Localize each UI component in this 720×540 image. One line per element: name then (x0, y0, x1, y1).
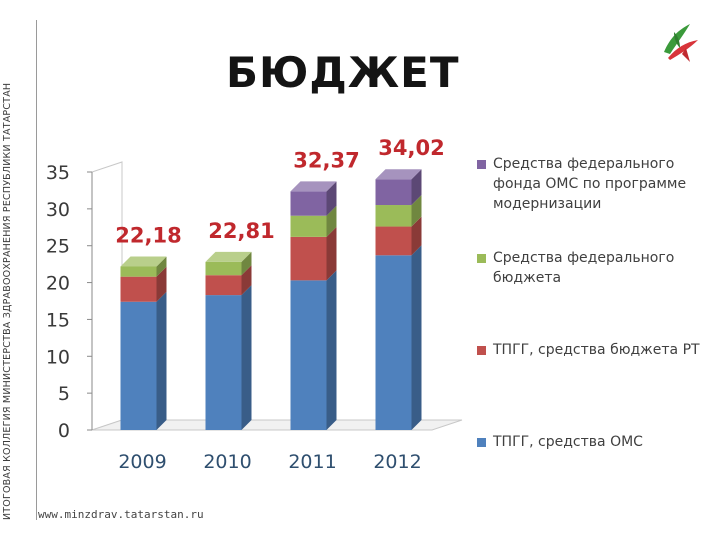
y-tick-label: 15 (46, 309, 70, 331)
bar-segment (205, 261, 242, 276)
bar-segment (375, 205, 412, 227)
bar-segment-side (326, 226, 337, 281)
bar-segment-side (241, 285, 252, 430)
legend-swatch (477, 438, 486, 447)
y-tick-label: 30 (46, 199, 70, 221)
legend-swatch (477, 346, 486, 355)
bar-segment (290, 191, 327, 216)
bar-segment-side (156, 266, 167, 302)
legend-label: Средства федерального бюджета (493, 250, 675, 286)
bar-segment (205, 275, 242, 296)
legend-label: Средства федерального фонда ОМС по прогр… (493, 156, 687, 212)
legend-swatch (477, 160, 486, 169)
bar-top (120, 256, 167, 267)
x-category-label: 2009 (118, 451, 166, 473)
y-tick-label: 0 (58, 420, 70, 442)
bar-top (205, 251, 252, 262)
legend-label: ТПГГ, средства ОМС (493, 434, 643, 450)
bar-segment (375, 179, 412, 206)
bar-segment-side (241, 251, 252, 276)
bar-top (375, 169, 422, 180)
x-category-label: 2011 (288, 451, 336, 473)
page-title: БЮДЖЕТ (226, 48, 460, 97)
chart-side-wall (91, 161, 123, 431)
legend-label: ТПГГ, средства бюджета РТ (493, 342, 700, 358)
bar-segment-side (326, 181, 337, 216)
bar-segment-side (241, 265, 252, 296)
x-category-label: 2012 (373, 451, 421, 473)
bar-segment (290, 236, 327, 281)
legend-swatch (477, 254, 486, 263)
bar-total-label: 34,02 (378, 136, 444, 160)
bar-segment-side (411, 169, 422, 206)
bar-segment (375, 226, 412, 256)
bar-segment (120, 301, 157, 430)
side-divider-line (36, 20, 37, 520)
footer-url: www.minzdrav.tatarstan.ru (38, 508, 204, 521)
y-tick-label: 25 (46, 236, 70, 258)
bar-segment (205, 295, 242, 430)
bar-segment (120, 276, 157, 302)
bar-total-label: 22,18 (115, 224, 181, 248)
bar-segment-side (326, 270, 337, 430)
y-tick-label: 10 (46, 346, 70, 368)
bar-segment (290, 280, 327, 430)
bar-top (290, 181, 337, 192)
bar-segment (120, 266, 157, 277)
x-category-label: 2010 (203, 451, 251, 473)
bar-segment-side (411, 245, 422, 430)
bar-segment (375, 255, 412, 430)
bar-segment-side (326, 205, 337, 237)
bar-total-label: 22,81 (208, 219, 274, 243)
bar-total-label: 32,37 (293, 148, 359, 172)
tatarstan-health-logo-icon (664, 24, 698, 62)
bar-segment (290, 215, 327, 237)
y-tick-label: 5 (58, 383, 70, 405)
y-tick-label: 20 (46, 273, 70, 295)
y-tick-label: 35 (46, 162, 70, 184)
bar-segment-side (411, 216, 422, 256)
bar-segment-side (411, 195, 422, 227)
bar-segment-side (156, 291, 167, 430)
bar-segment-side (156, 256, 167, 277)
